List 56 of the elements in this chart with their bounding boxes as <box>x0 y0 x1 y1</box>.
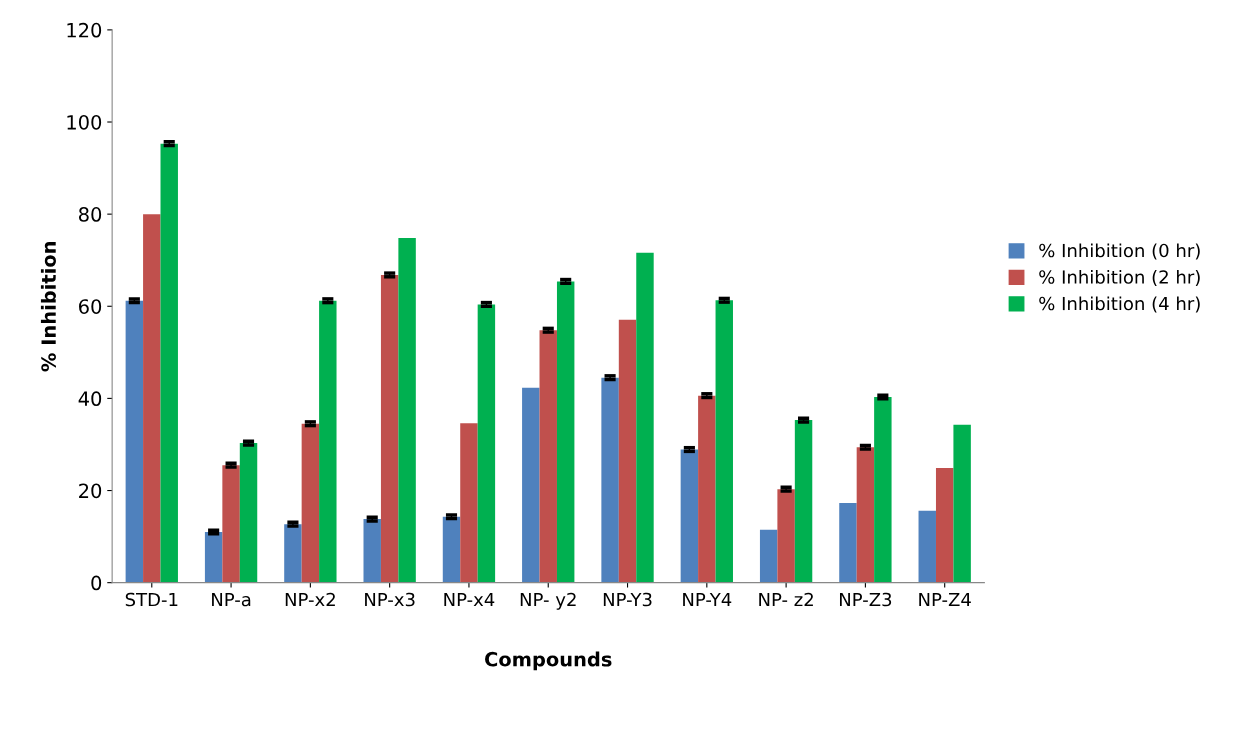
bar <box>856 447 875 583</box>
bar <box>477 304 496 583</box>
bar <box>953 424 971 583</box>
x-axis-title: Compounds <box>485 651 612 671</box>
bar <box>222 465 240 583</box>
bar <box>143 214 161 583</box>
bar <box>874 397 892 583</box>
bar <box>160 143 178 583</box>
y-axis-title: % Inhibition <box>40 242 56 372</box>
bar <box>794 420 813 583</box>
bar <box>398 238 416 583</box>
bar <box>839 502 857 583</box>
bar <box>319 300 337 583</box>
bar <box>715 300 733 583</box>
bar <box>698 395 716 583</box>
x-tick-label: NP- y2 <box>520 592 576 610</box>
x-tick-label: NP-Y3 <box>603 592 652 607</box>
legend-label: % Inhibition (0 hr) <box>1039 243 1200 260</box>
bar <box>618 319 637 583</box>
legend-label: % Inhibition (2 hr) <box>1039 269 1200 286</box>
bar <box>125 300 144 583</box>
bar <box>935 467 954 583</box>
bar <box>601 377 619 583</box>
x-tick-label: STD-1 <box>125 592 178 607</box>
y-tick-label: 20 <box>79 483 102 499</box>
bar <box>636 252 654 583</box>
x-tick-label: NP-Z3 <box>840 592 892 607</box>
bar <box>239 443 258 583</box>
bar <box>380 274 399 583</box>
bar <box>556 281 575 583</box>
x-tick-label: NP-x2 <box>285 592 335 607</box>
x-tick-label: NP-Z4 <box>919 592 971 607</box>
y-tick-label: 40 <box>78 391 102 407</box>
bar <box>522 387 540 583</box>
y-tick-label: 100 <box>67 114 102 130</box>
y-tick-label: 80 <box>78 207 102 222</box>
bar <box>759 529 778 583</box>
bar <box>680 449 699 583</box>
bar <box>284 524 302 583</box>
bar <box>442 516 461 583</box>
y-tick-label: 120 <box>67 22 102 38</box>
bar <box>460 423 478 583</box>
x-tick-label: NP-x3 <box>365 592 415 607</box>
bar <box>777 489 795 583</box>
x-tick-label: NP-Y4 <box>683 592 732 607</box>
bar <box>204 531 223 583</box>
bar <box>363 519 381 583</box>
x-tick-label: NP- z2 <box>759 592 813 607</box>
legend-label: % Inhibition (4 hr) <box>1039 296 1200 313</box>
bar <box>301 423 320 583</box>
x-tick-label: NP-a <box>212 592 251 607</box>
y-tick-label: 0 <box>91 575 102 591</box>
x-tick-label: NP-x4 <box>444 592 495 607</box>
bar <box>539 330 557 583</box>
bar <box>918 510 936 583</box>
y-tick-label: 60 <box>79 299 102 314</box>
